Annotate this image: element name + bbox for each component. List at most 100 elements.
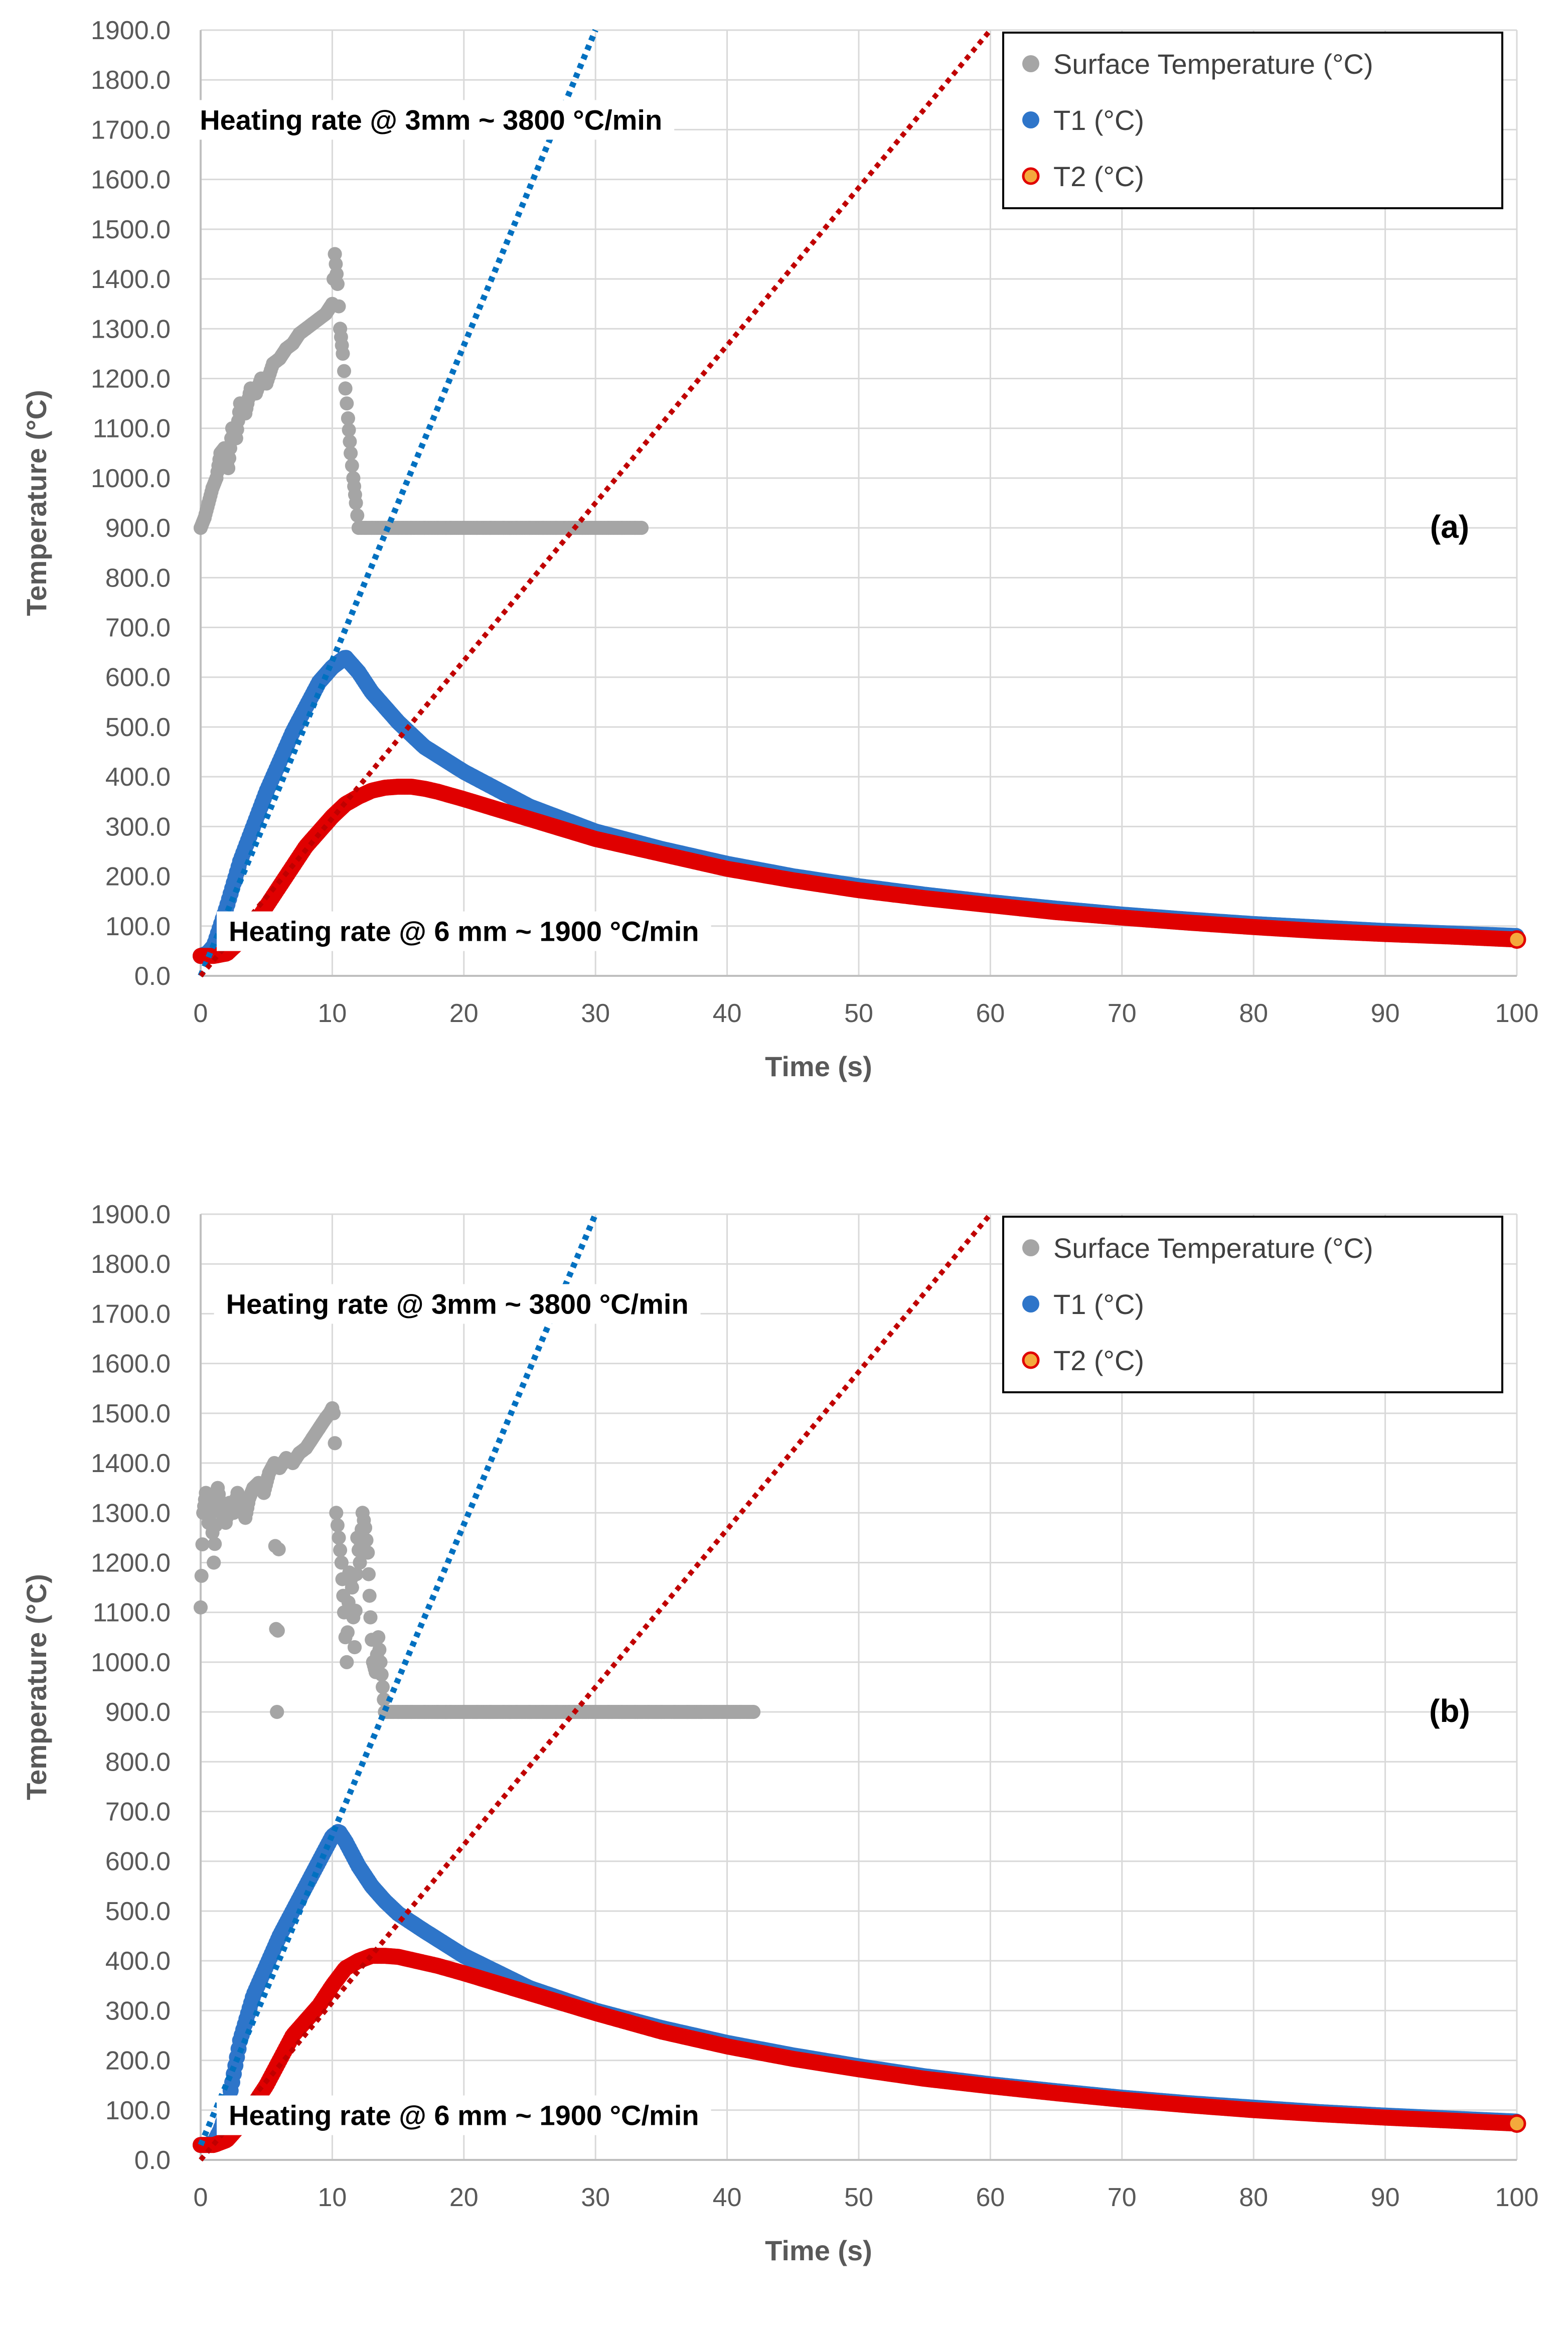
y-tick-label: 400.0	[105, 763, 171, 792]
data-point	[509, 521, 524, 535]
data-point	[628, 1705, 642, 1719]
data-point	[635, 521, 649, 535]
x-tick-label: 50	[844, 999, 873, 1028]
y-tick-label: 1800.0	[91, 1250, 171, 1279]
tick-labels: 0 10 20 30 40 50 60 70 80 90 1000.0100.0200.0300.0…	[91, 16, 1538, 1028]
x-tick-label: 40	[713, 999, 742, 1028]
data-point	[346, 471, 361, 485]
y-tick-label: 1200.0	[91, 364, 171, 393]
data-point	[707, 1705, 721, 1719]
data-point	[270, 1705, 284, 1719]
data-point	[334, 1555, 349, 1570]
data-point	[270, 1624, 285, 1638]
data-point	[348, 1604, 363, 1618]
data-point	[549, 1705, 563, 1719]
data-point	[204, 1496, 218, 1510]
data-point	[523, 1705, 537, 1719]
y-tick-label: 1500.0	[91, 1399, 171, 1428]
data-point	[221, 461, 236, 476]
data-point	[575, 521, 589, 535]
data-point	[341, 411, 355, 425]
x-tick-label: 30	[581, 2183, 610, 2212]
data-point	[430, 521, 445, 535]
legend-marker	[1022, 1239, 1039, 1256]
data-point	[298, 1441, 313, 1456]
data-point	[329, 1506, 344, 1520]
data-point	[333, 322, 348, 336]
legend-box	[1002, 1216, 1503, 1393]
data-point	[562, 521, 576, 535]
data-point	[417, 1705, 432, 1719]
data-point	[332, 1530, 346, 1545]
chart-panel-a: 0 10 20 30 40 50 60 70 80 90 100 0.0 100.0 200.0 300.0…	[0, 0, 1568, 1144]
data-point	[305, 1431, 320, 1445]
data-point	[362, 1588, 377, 1603]
data-point	[319, 307, 333, 321]
data-point	[211, 1481, 225, 1495]
data-point	[217, 441, 232, 456]
data-point	[344, 446, 358, 461]
data-point	[733, 1705, 747, 1719]
data-point	[197, 511, 212, 525]
data-point	[654, 1705, 669, 1719]
data-point	[330, 1518, 345, 1533]
data-point	[312, 1421, 327, 1435]
y-tick-label: 1800.0	[91, 66, 171, 95]
series-3	[193, 779, 1526, 964]
y-tick-label: 900.0	[105, 1698, 171, 1727]
y-tick-label: 900.0	[105, 514, 171, 543]
data-point-last	[1507, 2114, 1526, 2133]
data-point	[601, 1705, 616, 1719]
x-tick-label: 80	[1239, 999, 1268, 1028]
data-point	[195, 1537, 210, 1552]
data-point	[680, 1705, 695, 1719]
data-point	[325, 297, 340, 311]
tick-labels: 0 10 20 30 40 50 60 70 80 90 1000.0100.0200.0300.0…	[91, 1200, 1538, 2212]
x-tick-label: 90	[1371, 2183, 1400, 2212]
data-point	[362, 1567, 376, 1581]
trend-line-2	[199, 28, 993, 978]
data-point	[345, 1580, 359, 1595]
x-axis-title: Time (s)	[765, 2235, 872, 2266]
y-tick-label: 1300.0	[91, 1499, 171, 1528]
data-point	[272, 1461, 287, 1475]
data-point	[340, 1655, 354, 1669]
data-point	[365, 521, 379, 535]
data-point	[207, 1555, 221, 1570]
data-point	[443, 521, 458, 535]
annotation-background	[188, 100, 675, 140]
legend-label: Surface Temperature (°C)	[1053, 1232, 1373, 1264]
legend-marker	[1022, 1351, 1040, 1369]
legend-marker	[1022, 1295, 1039, 1313]
data-point	[249, 386, 263, 401]
legend-label: T1 (°C)	[1053, 1288, 1144, 1320]
data-point	[209, 471, 224, 485]
x-tick-label: 90	[1371, 999, 1400, 1028]
data-point	[285, 1456, 300, 1471]
y-tick-label: 1700.0	[91, 1299, 171, 1329]
annotation-1: Heating rate @ 3mm ~ 3800 °C/min	[200, 104, 662, 135]
data-point	[363, 1610, 378, 1625]
data-point	[667, 1705, 682, 1719]
data-point	[536, 1705, 550, 1719]
annotation-background	[214, 1284, 701, 1324]
data-point	[456, 1705, 471, 1719]
data-point	[641, 1705, 656, 1719]
data-point	[496, 521, 511, 535]
data-point	[345, 459, 359, 473]
data-point	[328, 1436, 342, 1450]
data-point	[430, 1705, 445, 1719]
y-tick-label: 1100.0	[93, 1598, 171, 1628]
data-point	[371, 1630, 386, 1645]
data-point	[330, 277, 345, 291]
data-point	[483, 521, 498, 535]
annotation-background	[217, 2095, 711, 2135]
y-tick-label: 700.0	[105, 1798, 171, 1827]
legend-marker	[1022, 167, 1040, 185]
y-tick-label: 300.0	[105, 812, 171, 841]
data-point	[208, 1537, 222, 1551]
x-tick-label: 70	[1108, 999, 1137, 1028]
legend-label: T1 (°C)	[1053, 104, 1144, 136]
data-point	[746, 1705, 761, 1719]
trend-line-1	[198, 1213, 598, 2146]
